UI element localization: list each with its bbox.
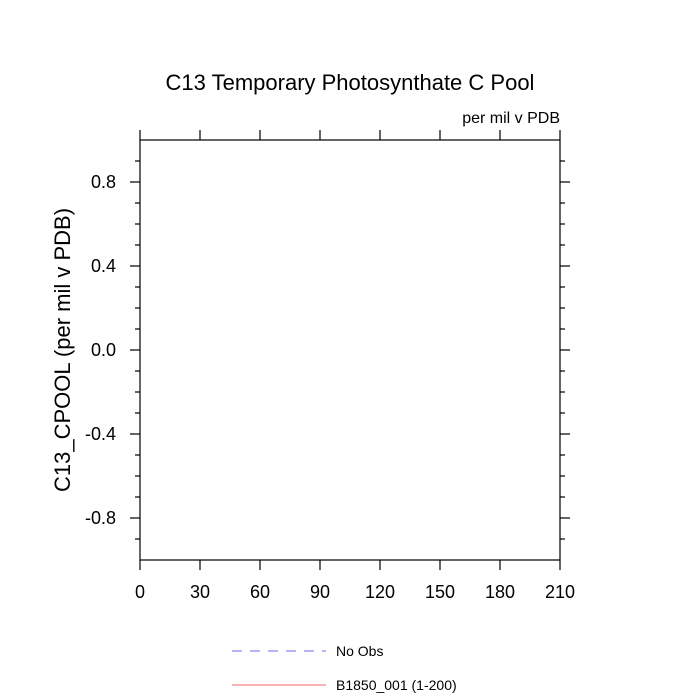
x-tick-label: 60 (250, 582, 270, 602)
y-tick-label: 0.4 (91, 256, 116, 276)
legend-label: No Obs (336, 643, 383, 659)
legend: No Obs B1850_001 (1-200) (232, 643, 457, 693)
y-axis-label: C13_CPOOL (per mil v PDB) (50, 208, 75, 492)
chart-title: C13 Temporary Photosynthate C Pool (166, 70, 535, 95)
x-tick-label: 120 (365, 582, 395, 602)
x-tick-label: 210 (545, 582, 575, 602)
units-label: per mil v PDB (462, 110, 560, 127)
y-tick-label: -0.8 (85, 508, 116, 528)
x-tick-label: 0 (135, 582, 145, 602)
y-tick-label: 0.0 (91, 340, 116, 360)
axis-ticks: 0 30 60 90 120 150 180 210 -0.8 -0.4 0.0 0.4 0.8 (85, 130, 575, 602)
y-tick-label: -0.4 (85, 424, 116, 444)
x-tick-label: 150 (425, 582, 455, 602)
x-tick-label: 90 (310, 582, 330, 602)
y-tick-label: 0.8 (91, 172, 116, 192)
legend-label: B1850_001 (1-200) (336, 677, 457, 693)
x-tick-label: 30 (190, 582, 210, 602)
x-tick-label: 180 (485, 582, 515, 602)
plot-frame (139, 139, 561, 561)
